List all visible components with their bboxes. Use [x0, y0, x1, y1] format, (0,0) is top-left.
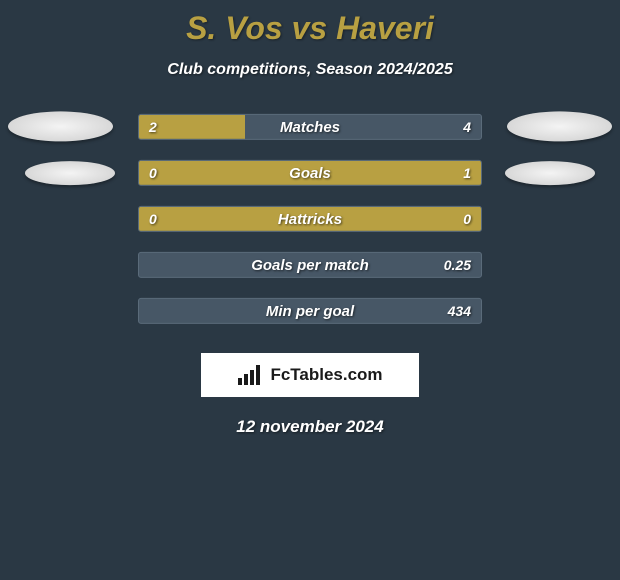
stat-value-right: 434	[448, 299, 471, 323]
stat-row-min-per-goal: Min per goal 434	[0, 291, 620, 337]
player-right-marker	[507, 111, 612, 141]
stat-bar: 0 Hattricks 0	[138, 206, 482, 232]
stat-label: Goals per match	[139, 253, 481, 277]
stat-label: Min per goal	[139, 299, 481, 323]
player-right-marker	[505, 161, 595, 185]
stat-bar: 2 Matches 4	[138, 114, 482, 140]
stat-value-right: 0	[463, 207, 471, 231]
player-left-marker	[25, 161, 115, 185]
stat-value-right: 4	[463, 115, 471, 139]
stats-container: 2 Matches 4 0 Goals 1 0 Hattricks 0 Goal…	[0, 107, 620, 337]
stat-row-goals-per-match: Goals per match 0.25	[0, 245, 620, 291]
stat-bar: 0 Goals 1	[138, 160, 482, 186]
stat-label: Hattricks	[139, 207, 481, 231]
stat-row-hattricks: 0 Hattricks 0	[0, 199, 620, 245]
logo-text: FcTables.com	[270, 365, 382, 385]
chart-bars-icon	[237, 364, 263, 386]
stat-row-matches: 2 Matches 4	[0, 107, 620, 153]
stat-row-goals: 0 Goals 1	[0, 153, 620, 199]
stat-label: Matches	[139, 115, 481, 139]
date-text: 12 november 2024	[0, 417, 620, 437]
stat-value-right: 0.25	[444, 253, 471, 277]
stat-value-right: 1	[463, 161, 471, 185]
subtitle: Club competitions, Season 2024/2025	[0, 61, 620, 79]
player-left-marker	[8, 111, 113, 141]
stat-bar: Min per goal 434	[138, 298, 482, 324]
stat-bar: Goals per match 0.25	[138, 252, 482, 278]
page-title: S. Vos vs Haveri	[0, 0, 620, 47]
fctables-logo: FcTables.com	[201, 353, 419, 397]
stat-label: Goals	[139, 161, 481, 185]
